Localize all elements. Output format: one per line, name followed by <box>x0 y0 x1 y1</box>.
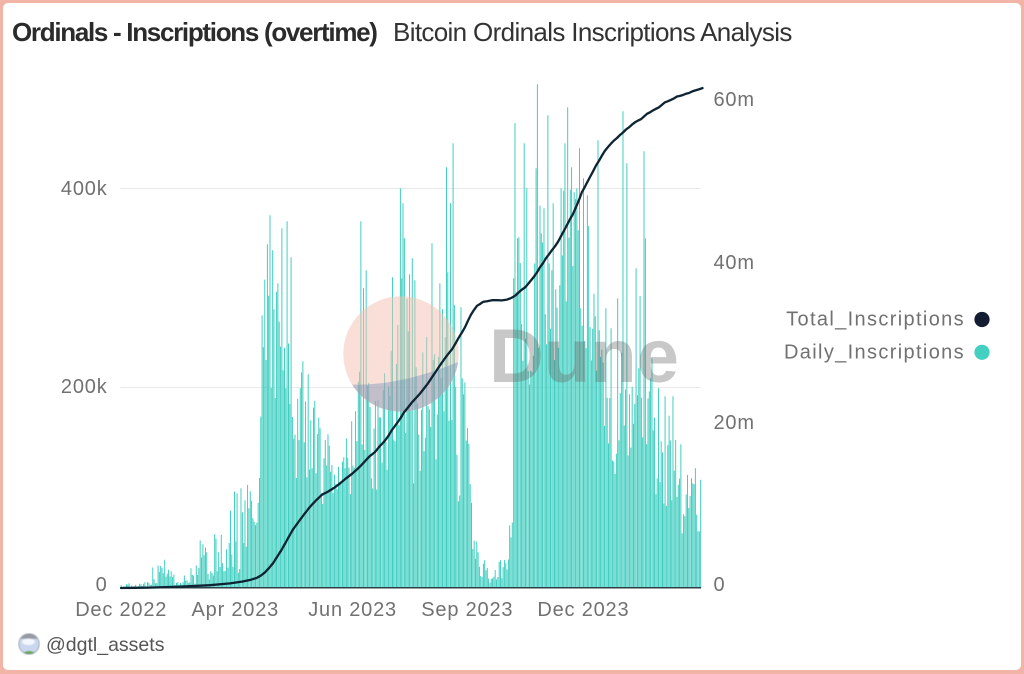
svg-text:200k: 200k <box>61 376 108 398</box>
svg-text:Apr 2023: Apr 2023 <box>192 599 280 621</box>
svg-text:0: 0 <box>714 574 726 596</box>
svg-text:Total_Inscriptions: Total_Inscriptions <box>786 309 965 331</box>
svg-text:20m: 20m <box>714 412 755 434</box>
svg-text:Jun 2023: Jun 2023 <box>308 599 397 621</box>
svg-text:Daily_Inscriptions: Daily_Inscriptions <box>784 341 965 363</box>
svg-text:60m: 60m <box>714 89 755 111</box>
svg-text:40m: 40m <box>714 252 755 274</box>
svg-text:Dune: Dune <box>489 314 679 399</box>
svg-text:Dec 2023: Dec 2023 <box>537 599 629 621</box>
svg-text:400k: 400k <box>61 178 108 200</box>
svg-text:0: 0 <box>96 574 108 596</box>
svg-text:Sep 2023: Sep 2023 <box>421 599 513 621</box>
svg-text:Dec 2022: Dec 2022 <box>75 599 167 621</box>
